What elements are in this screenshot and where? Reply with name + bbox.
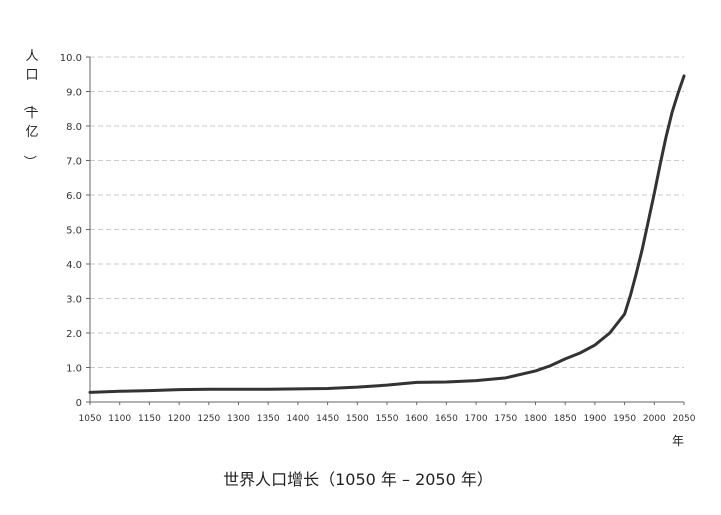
y-tick-label: 1.0 (66, 364, 82, 375)
series-layer (88, 74, 686, 394)
series-line (88, 74, 686, 394)
x-tick-label: 1950 (613, 414, 636, 424)
y-tick-label: 10.0 (60, 53, 82, 64)
x-tick-label: 1850 (554, 414, 577, 424)
x-tick-label: 1550 (376, 414, 399, 424)
x-tick-label: 1400 (286, 414, 309, 424)
y-tick-labels: 0 1.0 2.0 3.0 4.0 5.0 6.0 7.0 8.0 9.0 10.0 (60, 53, 82, 409)
x-tick-label: 1700 (465, 414, 488, 424)
y-tick-label: 8.0 (66, 122, 82, 133)
x-tick-label: 2050 (673, 414, 696, 424)
y-tick-label: 4.0 (66, 260, 82, 271)
x-tick-label: 2000 (643, 414, 666, 424)
chart-title: 世界人口增长（1050 年 – 2050 年） (223, 470, 493, 489)
x-tick-label: 1500 (346, 414, 369, 424)
y-tick-label: 0 (76, 398, 82, 409)
y-axis-label: 人口（十亿） (21, 49, 38, 168)
y-tick-label: 2.0 (66, 329, 82, 340)
x-tick-label: 1800 (524, 414, 547, 424)
x-tick-label: 1350 (257, 414, 280, 424)
y-tick-label: 6.0 (66, 191, 82, 202)
x-tick-label: 1150 (138, 414, 161, 424)
x-tick-label: 1300 (227, 414, 250, 424)
x-tick-label: 1900 (583, 414, 606, 424)
x-tick-label: 1100 (108, 414, 131, 424)
x-tick-label: 1750 (494, 414, 517, 424)
x-tick-label: 1450 (316, 414, 339, 424)
y-tick-label: 3.0 (66, 295, 82, 306)
chart-axes (89, 57, 684, 403)
x-tick-label: 1050 (79, 414, 102, 424)
x-tick-labels: 1050 1100 1150 1200 1250 1300 1350 1400 1450 1500… (79, 414, 696, 424)
x-tick-label: 1650 (435, 414, 458, 424)
grid-lines (86, 56, 685, 405)
x-tick-label: 1250 (197, 414, 220, 424)
y-tick-label: 7.0 (66, 157, 82, 168)
x-tick-label: 1200 (168, 414, 191, 424)
x-tick-label: 1600 (405, 414, 428, 424)
y-tick-label: 9.0 (66, 88, 82, 99)
y-tick-label: 5.0 (66, 226, 82, 237)
x-axis-unit-label: 年 (672, 434, 684, 448)
